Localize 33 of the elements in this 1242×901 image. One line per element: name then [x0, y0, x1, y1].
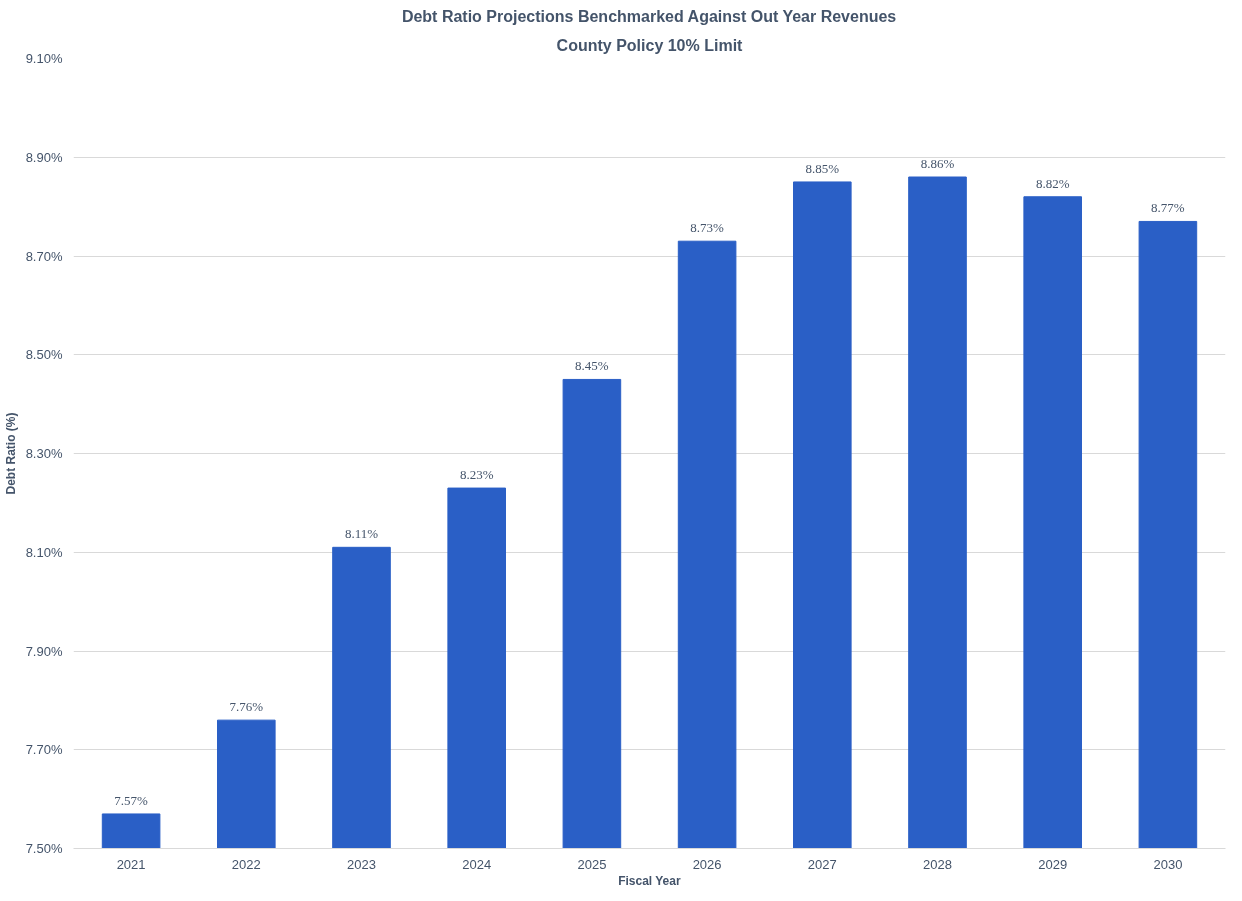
x-tick-label: 2028 — [923, 856, 952, 872]
y-tick-label: 9.10% — [25, 51, 63, 66]
y-tick-label: 8.70% — [25, 248, 63, 264]
data-label: 8.82% — [1035, 175, 1070, 191]
y-tick-label: 7.90% — [25, 643, 63, 659]
x-tick-label: 2022 — [231, 856, 261, 872]
data-label: 8.86% — [920, 156, 955, 171]
data-label: 8.73% — [690, 220, 725, 236]
chart-subtitle: County Policy 10% Limit — [556, 36, 744, 54]
x-tick-label: 2021 — [116, 856, 146, 872]
data-label: 8.85% — [805, 160, 840, 176]
y-tick-label: 8.30% — [25, 446, 63, 461]
x-tick-label: 2024 — [462, 856, 492, 872]
x-tick-label: 2027 — [807, 856, 837, 872]
data-label: 8.11% — [344, 526, 379, 542]
x-axis-title: Fiscal Year — [618, 873, 681, 888]
y-tick-label: 8.10% — [25, 544, 63, 560]
x-tick-label: 2023 — [347, 856, 376, 872]
y-tick-label: 7.50% — [25, 841, 63, 856]
x-tick-label: 2029 — [1038, 856, 1068, 872]
x-tick-label: 2030 — [1153, 856, 1183, 872]
data-label: 8.23% — [459, 467, 494, 483]
data-label: 8.77% — [1151, 200, 1185, 216]
data-label: 7.76% — [229, 699, 264, 715]
chart-title: Debt Ratio Projections Benchmarked Against Out Year Revenues — [401, 7, 897, 25]
data-label: 8.45% — [575, 358, 609, 374]
y-tick-label: 7.70% — [25, 742, 63, 758]
x-tick-label: 2026 — [692, 856, 722, 872]
y-tick-label: 8.50% — [25, 347, 63, 363]
data-label: 7.57% — [114, 792, 149, 808]
y-axis-title: Debt Ratio (%) — [3, 412, 18, 495]
y-tick-label: 8.90% — [25, 149, 63, 165]
x-tick-label: 2025 — [577, 856, 607, 872]
